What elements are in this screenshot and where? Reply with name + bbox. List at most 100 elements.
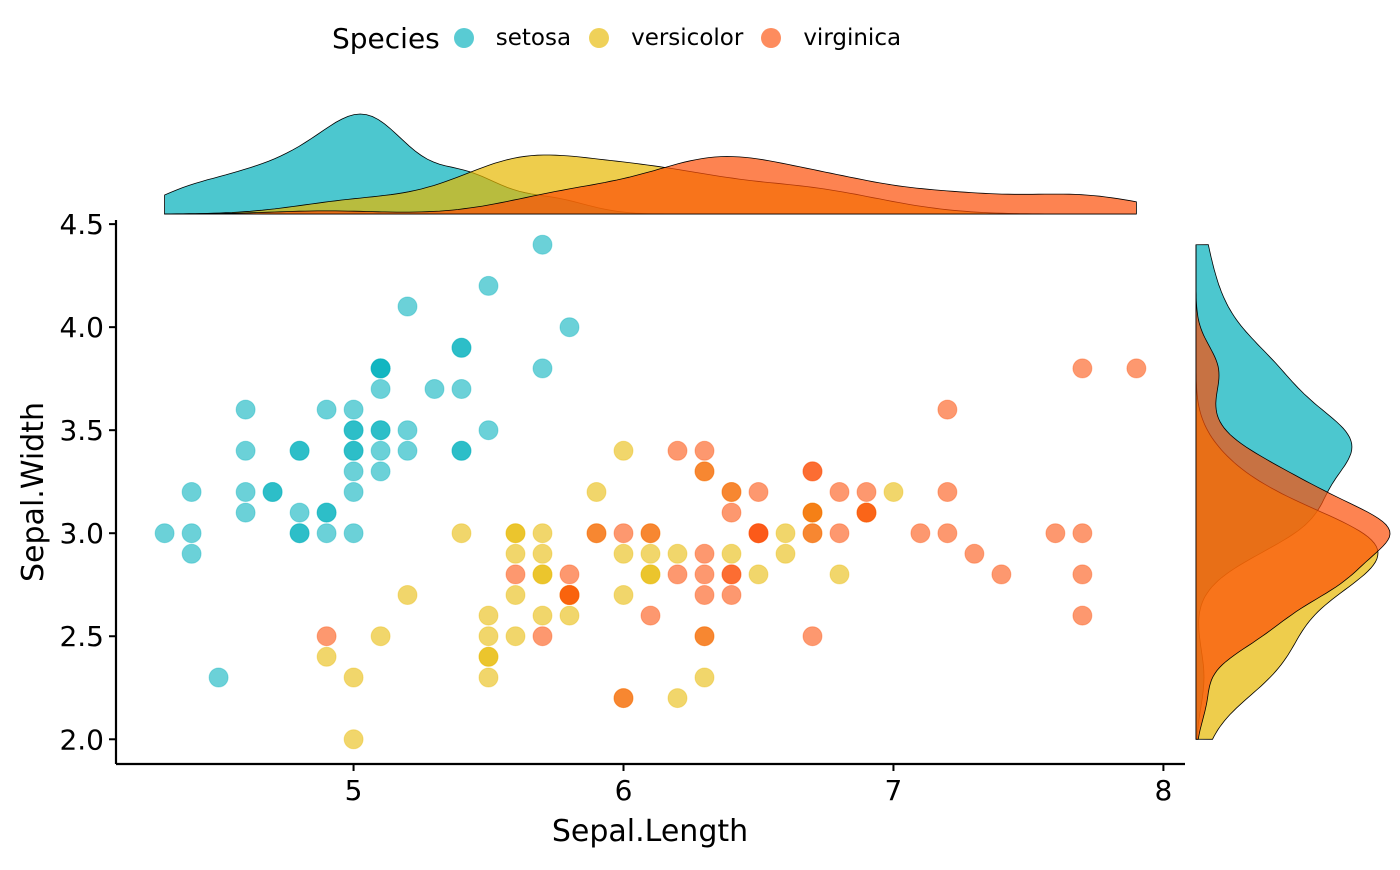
point-versicolor [640,564,661,585]
point-virginica [1072,523,1093,544]
point-setosa [451,337,472,358]
point-versicolor [370,626,391,647]
point-virginica [721,564,742,585]
point-versicolor [721,543,742,564]
x-tick-label: 8 [1154,774,1172,807]
point-virginica [856,502,877,523]
point-versicolor [667,543,688,564]
point-virginica [694,440,715,461]
point-virginica [910,523,931,544]
point-setosa [370,379,391,399]
point-setosa [424,379,445,399]
point-setosa [343,461,364,482]
point-virginica [748,523,769,544]
point-setosa [181,523,202,544]
point-versicolor [478,667,499,688]
y-tick-label: 2.0 [59,723,104,756]
point-virginica [1072,605,1093,626]
point-versicolor [883,482,904,502]
point-setosa [451,379,472,399]
point-versicolor [343,667,364,688]
point-versicolor [505,523,526,544]
point-versicolor [586,482,607,502]
y-tick-label: 2.5 [59,620,104,653]
point-setosa [289,440,310,461]
point-virginica [613,523,634,544]
point-setosa [235,482,256,502]
point-versicolor [613,543,634,564]
point-setosa [397,440,418,461]
top-marginal-density [164,113,1137,215]
point-virginica [559,564,580,585]
point-versicolor [316,646,337,667]
point-versicolor [829,564,850,585]
point-virginica [937,399,958,420]
point-versicolor [478,605,499,626]
point-setosa [397,420,418,441]
point-virginica [694,564,715,585]
point-setosa [370,358,391,379]
point-versicolor [694,667,715,688]
point-versicolor [478,646,499,667]
point-versicolor [532,523,553,544]
point-setosa [451,440,472,461]
point-virginica [640,605,661,626]
point-virginica [505,564,526,585]
point-virginica [964,543,985,564]
point-virginica [721,482,742,502]
point-versicolor [451,523,472,544]
x-axis-ticks: 5 6 7 8 [345,764,1172,807]
point-setosa [532,234,553,255]
point-setosa [343,523,364,544]
point-setosa [235,502,256,523]
point-versicolor [505,626,526,647]
point-setosa [235,399,256,420]
point-versicolor [613,440,634,461]
point-virginica [559,585,580,605]
y-tick-label: 3.0 [59,517,104,550]
legend-title: Species [332,21,440,55]
point-virginica [532,626,553,647]
point-virginica [1126,358,1147,379]
point-setosa [343,440,364,461]
axes [114,220,1185,766]
density-y-virginica [1195,244,1391,740]
point-setosa [532,358,553,379]
point-setosa [181,482,202,502]
point-setosa [316,399,337,420]
point-versicolor [478,626,499,647]
point-setosa [289,523,310,544]
point-versicolor [775,543,796,564]
legend-key-versicolor [589,28,610,48]
point-virginica [613,688,634,709]
point-setosa [478,275,499,296]
point-versicolor [505,543,526,564]
point-versicolor [532,543,553,564]
point-setosa [154,523,175,544]
point-virginica [802,626,823,647]
point-virginica [721,585,742,605]
y-axis-ticks: 2.0 2.5 3.0 3.5 4.0 4.5 [59,208,116,756]
point-versicolor [775,523,796,544]
point-virginica [937,482,958,502]
y-axis-title: Sepal.Width [16,402,51,582]
point-virginica [721,502,742,523]
point-virginica [640,523,661,544]
point-virginica [802,523,823,544]
point-versicolor [667,688,688,709]
point-setosa [559,317,580,338]
point-versicolor [505,585,526,605]
point-setosa [343,482,364,502]
point-virginica [694,543,715,564]
point-versicolor [532,564,553,585]
point-virginica [316,626,337,647]
point-setosa [343,420,364,441]
y-tick-label: 4.5 [59,208,104,241]
point-versicolor [397,585,418,605]
legend-label-versicolor: versicolor [631,25,744,51]
x-tick-label: 7 [885,774,903,807]
point-versicolor [559,605,580,626]
point-setosa [235,440,256,461]
x-tick-label: 6 [615,774,633,807]
